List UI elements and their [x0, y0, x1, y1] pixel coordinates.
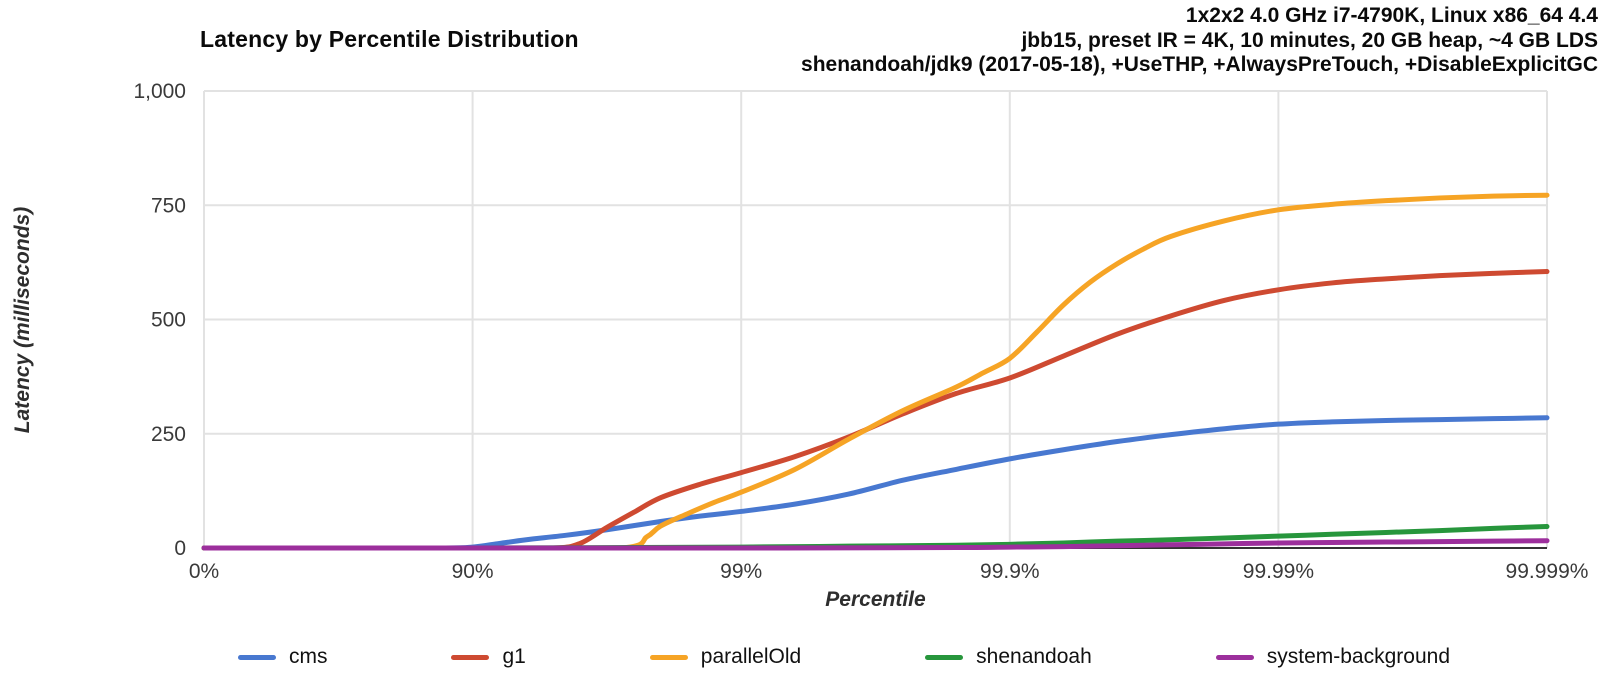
legend-line-swatch-system-background [1215, 654, 1254, 660]
legend-line-swatch-shenandoah [925, 654, 964, 660]
x-tick-label: 90% [452, 560, 494, 583]
x-axis-title: Percentile [825, 588, 926, 611]
legend-item-cms: cms [238, 645, 328, 669]
legend-line-swatch-g1 [451, 654, 490, 660]
config-header-line-3: shenandoah/jdk9 (2017-05-18), +UseTHP, +… [801, 53, 1598, 76]
x-tick-label: 99.9% [980, 560, 1040, 583]
y-tick-label: 750 [151, 194, 186, 217]
config-header-line-1: 1x2x2 4.0 GHz i7-4790K, Linux x86_64 4.4 [1185, 4, 1598, 27]
legend-item-system-background: system-background [1215, 645, 1450, 669]
legend-item-g1: g1 [451, 645, 526, 669]
series-line-g1 [201, 269, 1550, 551]
config-header-line-2: jbb15, preset IR = 4K, 10 minutes, 20 GB… [1021, 28, 1598, 52]
x-tick-label: 99% [720, 560, 762, 583]
legend-label-system-background: system-background [1266, 645, 1450, 668]
y-tick-label: 250 [151, 423, 186, 446]
legend-item-shenandoah: shenandoah [925, 645, 1092, 669]
y-tick-label: 1,000 [133, 80, 186, 103]
y-tick-label: 500 [151, 309, 186, 332]
legend-label-parallelOld: parallelOld [700, 645, 802, 668]
chart-title: Latency by Percentile Distribution [200, 26, 579, 52]
x-tick-label: 0% [189, 560, 219, 583]
series-line-system-background [201, 538, 1550, 551]
x-tick-label: 99.999% [1506, 560, 1589, 583]
legend-line-swatch-cms [238, 654, 276, 660]
x-tick-label: 99.99% [1243, 560, 1314, 583]
legend: cms g1 parallelOld shenandoah system-backgro… [238, 645, 1450, 669]
config-header: 1x2x2 4.0 GHz i7-4790K, Linux x86_64 4.4… [801, 4, 1598, 78]
series-line-parallelOld [201, 192, 1550, 551]
legend-item-parallelOld: parallelOld [649, 645, 802, 669]
legend-label-cms: cms [289, 645, 328, 668]
y-tick-label: 0 [174, 537, 186, 560]
legend-label-shenandoah: shenandoah [976, 645, 1092, 668]
legend-label-g1: g1 [502, 645, 526, 668]
series-line-cms [201, 415, 1550, 551]
legend-line-swatch-parallelOld [649, 654, 688, 660]
